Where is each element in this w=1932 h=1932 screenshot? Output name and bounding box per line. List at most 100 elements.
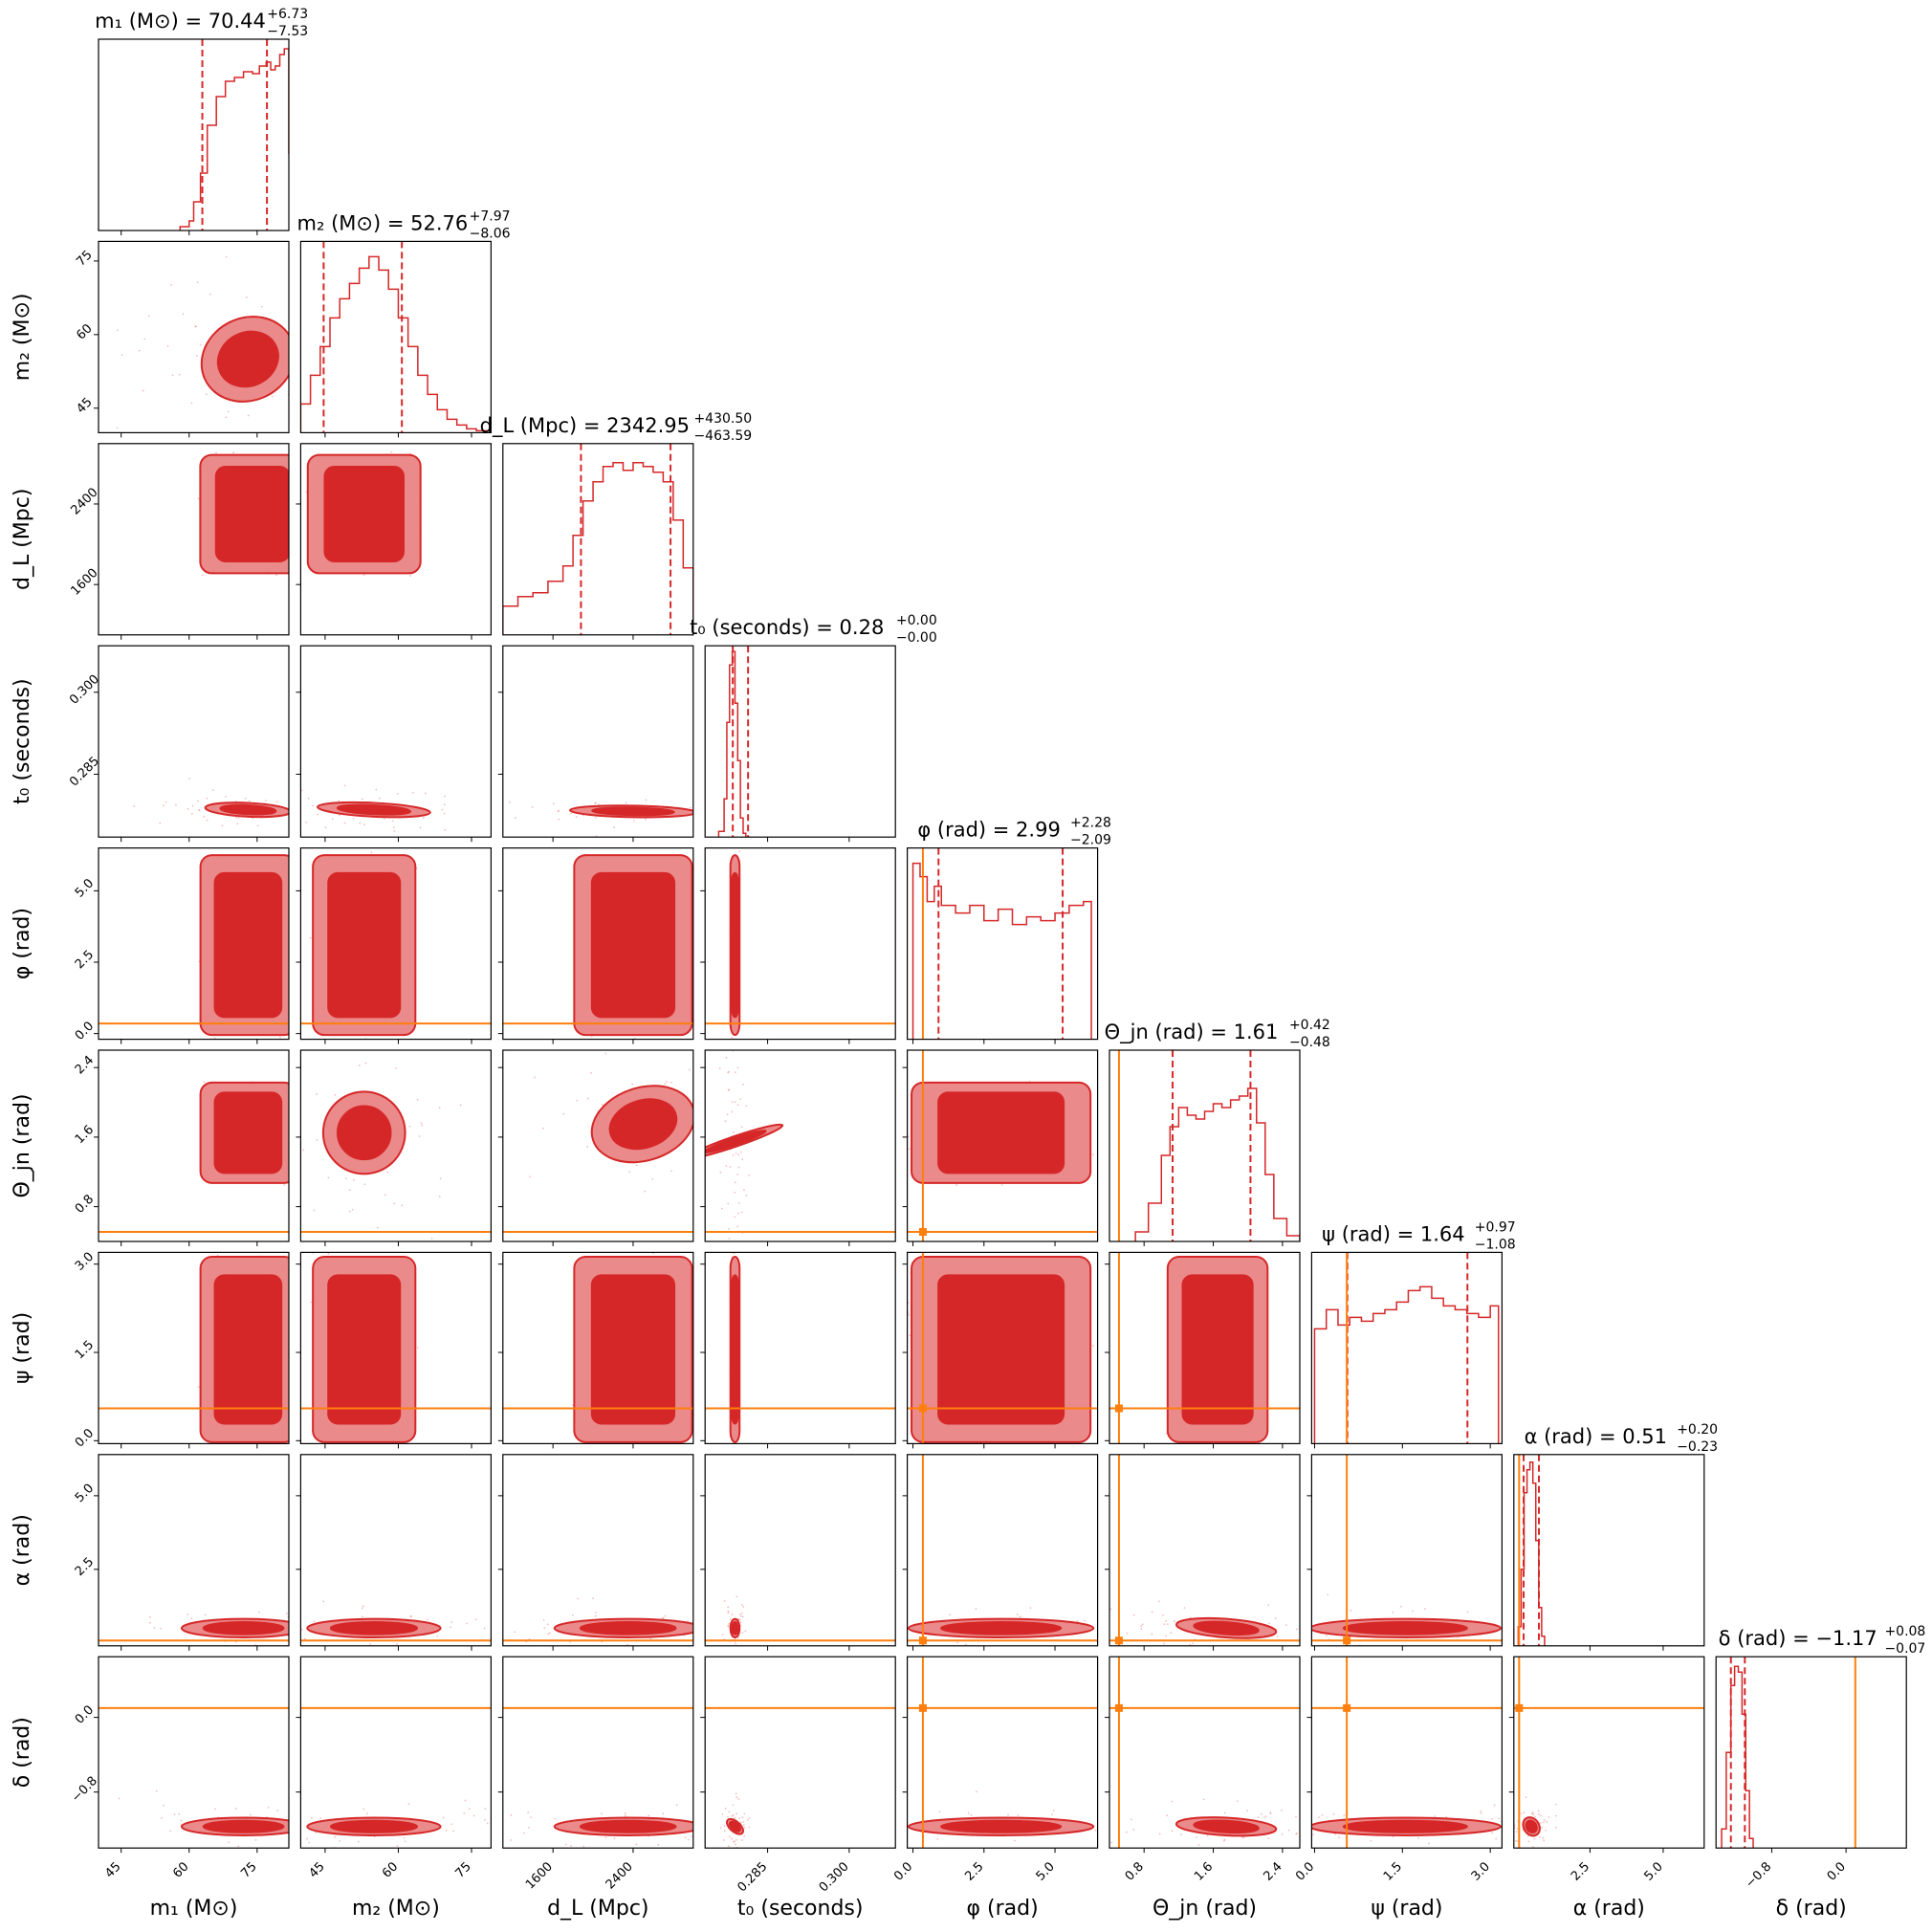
contour-inner	[219, 803, 277, 816]
sample-point	[793, 1079, 795, 1081]
sample-point	[201, 574, 204, 577]
sample-point	[175, 803, 177, 806]
sample-point	[807, 1829, 809, 1831]
sample-point	[1189, 1643, 1192, 1646]
sample-point	[295, 1362, 296, 1364]
sample-point	[228, 1841, 231, 1844]
sample-point	[734, 1849, 735, 1851]
x-tick-label: 2.5	[962, 1859, 986, 1883]
sample-point	[198, 809, 201, 812]
sample-point	[194, 325, 197, 328]
sample-point	[418, 1135, 421, 1137]
sample-point	[310, 1301, 313, 1304]
histogram-step	[300, 255, 492, 433]
sample-point	[480, 1623, 482, 1625]
sample-point	[723, 1830, 726, 1833]
sample-point	[1296, 1628, 1298, 1631]
contour-inner	[937, 1274, 1065, 1425]
sample-point	[342, 1617, 344, 1619]
sample-point	[1534, 1814, 1536, 1816]
sample-point	[740, 1211, 743, 1214]
sample-point	[343, 784, 346, 787]
sample-point	[1017, 1813, 1020, 1816]
sample-point	[340, 439, 342, 441]
sample-point	[143, 338, 146, 340]
sample-point	[727, 1850, 729, 1852]
sample-point	[522, 1832, 525, 1834]
sample-point	[727, 1845, 730, 1848]
sample-point	[1332, 1812, 1335, 1815]
sample-point	[678, 1850, 680, 1852]
y-tick-label: 3.0	[73, 1250, 97, 1274]
lower-error-m2: −8.06	[470, 226, 511, 241]
sample-point	[554, 1817, 557, 1820]
panel-frame	[906, 1251, 1099, 1445]
sample-point	[227, 410, 230, 413]
panel-alpha-vs-t0	[705, 1595, 896, 1645]
sample-point	[212, 789, 214, 792]
sample-point	[771, 1086, 773, 1087]
sample-point	[403, 1836, 406, 1839]
sample-point	[737, 1166, 740, 1169]
sample-point	[1163, 1642, 1165, 1645]
sample-point	[1520, 1812, 1523, 1815]
truth-marker	[918, 1703, 927, 1712]
panel-frame	[1513, 1656, 1705, 1849]
sample-point	[91, 1805, 93, 1807]
sample-point	[1560, 1618, 1562, 1620]
sample-point	[1258, 1617, 1260, 1619]
x-tick-label: 0.285	[735, 1859, 770, 1895]
sample-point	[1165, 1635, 1168, 1637]
sample-point	[180, 1819, 183, 1822]
sample-point	[494, 1822, 496, 1824]
sample-point	[459, 1622, 461, 1624]
sample-point	[1157, 1600, 1160, 1603]
sample-point	[1532, 1813, 1534, 1816]
x-tick-label: 0.0	[1293, 1859, 1317, 1883]
contour-inner	[590, 871, 676, 1019]
panel-frame	[704, 846, 896, 1041]
sample-point	[438, 1107, 441, 1109]
sample-point	[294, 1113, 296, 1115]
contour-inner	[1525, 1819, 1538, 1834]
sample-point	[324, 826, 327, 829]
sample-point	[295, 1115, 296, 1117]
sample-point	[1267, 1622, 1270, 1625]
sample-point	[601, 1104, 604, 1106]
sample-point	[527, 1811, 530, 1814]
sample-point	[738, 1613, 741, 1615]
sample-point	[460, 810, 462, 812]
panel-theta_jn-vs-t0	[705, 1014, 896, 1240]
y-tick-label: 0.285	[67, 755, 102, 790]
sample-point	[548, 1632, 551, 1635]
sample-point	[468, 1808, 471, 1811]
sample-point	[752, 1150, 754, 1152]
sample-point	[1594, 1840, 1596, 1842]
sample-point	[500, 1635, 502, 1636]
sample-point	[296, 490, 298, 492]
sample-point	[558, 818, 560, 821]
x-tick-label: 1600	[523, 1859, 556, 1892]
sample-point	[577, 1597, 580, 1600]
sample-point	[743, 1834, 746, 1837]
panel-theta_jn-vs-m2	[300, 1062, 492, 1240]
sample-point	[295, 993, 296, 995]
sample-point	[513, 806, 515, 808]
sample-point	[724, 1014, 726, 1016]
sample-point	[322, 1600, 325, 1603]
sample-point	[735, 1843, 736, 1846]
sample-point	[1546, 1820, 1548, 1823]
y-tick-label: 75	[74, 248, 95, 269]
sample-point	[1525, 1796, 1527, 1799]
panel-psi-vs-m2	[300, 1252, 492, 1444]
sample-point	[197, 1386, 200, 1388]
panel-frame	[1310, 1454, 1504, 1647]
sample-point	[178, 373, 181, 376]
sample-point	[560, 1813, 562, 1815]
sample-point	[665, 1081, 668, 1084]
sample-point	[558, 809, 560, 812]
contour-inner	[213, 1274, 283, 1425]
sample-point	[264, 800, 267, 802]
sample-point	[409, 1615, 412, 1618]
x-tick-label: 1.6	[1192, 1859, 1216, 1883]
